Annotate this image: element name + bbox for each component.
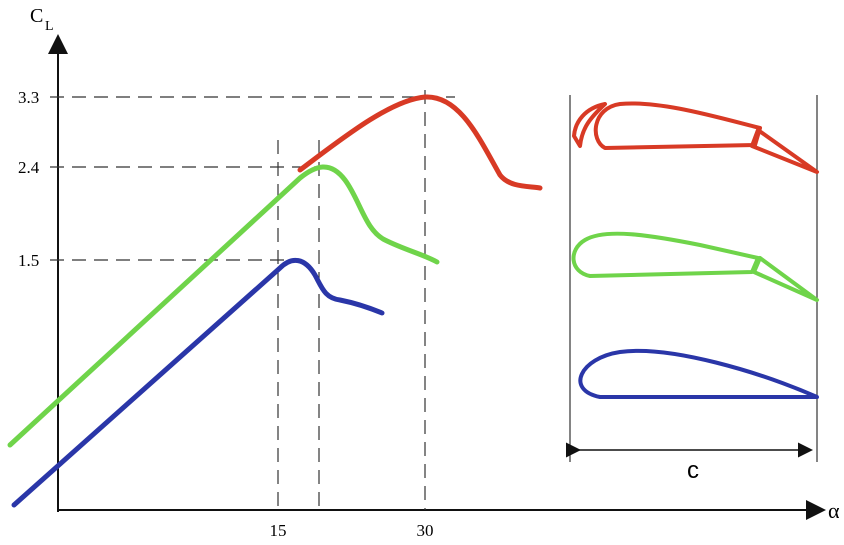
y-tick-label: 2.4 (18, 158, 40, 177)
y-tick-label: 1.5 (18, 251, 39, 270)
chord-label: c (687, 457, 699, 484)
airfoil-slat-flap (574, 103, 817, 172)
lift-diagram: C L α 3.3 2.4 1.5 15 30 c (0, 0, 844, 545)
x-tick-label: 30 (417, 521, 434, 540)
curve-plain (14, 260, 382, 505)
x-axis-label: α (828, 498, 840, 523)
airfoil-flap (574, 234, 817, 300)
airfoil-plain (580, 351, 817, 397)
y-tick-label: 3.3 (18, 88, 39, 107)
y-axis-label-subscript: L (45, 19, 54, 34)
curve-slat-flap (300, 97, 540, 188)
x-tick-label: 15 (270, 521, 287, 540)
y-axis-label: C (30, 5, 43, 27)
curve-flap (10, 167, 437, 445)
